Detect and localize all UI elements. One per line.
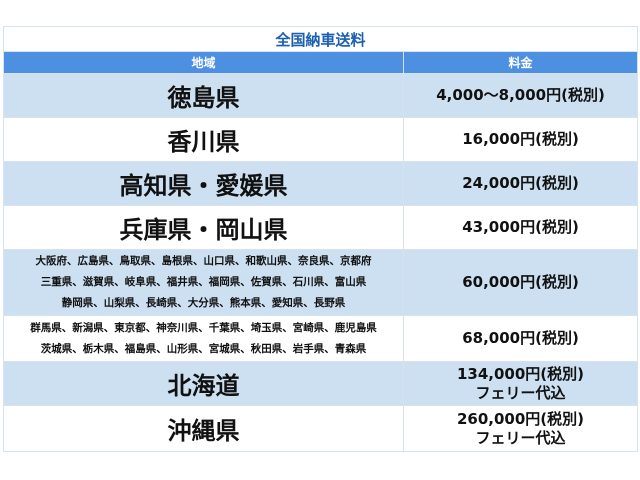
fee-cell: 43,000円(税別) xyxy=(402,205,639,250)
table-row: 香川県 16,000円(税別) xyxy=(3,117,639,162)
table-row: 北海道 134,000円(税別) フェリー代込 xyxy=(3,361,639,406)
region-cell: 高知県・愛媛県 xyxy=(3,161,404,206)
region-cell: 群馬県、新潟県、東京都、神奈川県、千葉県、埼玉県、宮崎県、鹿児島県 茨城県、栃木県… xyxy=(3,315,404,362)
fee-text: 134,000円(税別) xyxy=(456,364,585,383)
table-row: 高知県・愛媛県 24,000円(税別) xyxy=(3,161,639,206)
region-cell: 兵庫県・岡山県 xyxy=(3,205,404,250)
fee-text: 43,000円(税別) xyxy=(462,218,579,236)
region-text: 茨城県、栃木県、福島県、山形県、宮城県、秋田県、岩手県、青森県 xyxy=(40,342,367,355)
region-text: 徳島県 xyxy=(167,84,240,112)
fee-cell: 24,000円(税別) xyxy=(402,161,639,206)
region-text: 群馬県、新潟県、東京都、神奈川県、千葉県、埼玉県、宮崎県、鹿児島県 xyxy=(30,321,377,334)
fee-cell: 16,000円(税別) xyxy=(402,117,639,162)
fee-cell: 134,000円(税別) フェリー代込 xyxy=(402,361,639,406)
region-cell: 香川県 xyxy=(3,117,404,162)
region-text: 三重県、滋賀県、岐阜県、福井県、福岡県、佐賀県、石川県、富山県 xyxy=(40,276,367,288)
fee-text: 60,000円(税別) xyxy=(462,273,579,291)
fee-cell: 68,000円(税別) xyxy=(402,315,639,362)
region-text: 沖縄県 xyxy=(167,417,240,445)
table-row: 大阪府、広島県、鳥取県、島根県、山口県、和歌山県、奈良県、京都府 三重県、滋賀県、… xyxy=(3,249,639,316)
table-title-row: 全国納車送料 xyxy=(2,26,639,52)
fee-cell: 260,000円(税別) フェリー代込 xyxy=(402,405,639,452)
fee-text: 24,000円(税別) xyxy=(462,174,579,192)
fee-text: 16,000円(税別) xyxy=(462,130,579,148)
fee-text: 4,000～8,000円(税別) xyxy=(436,86,605,104)
fee-text: 260,000円(税別) xyxy=(456,409,585,428)
table-row: 兵庫県・岡山県 43,000円(税別) xyxy=(3,205,639,250)
region-text: 兵庫県・岡山県 xyxy=(119,216,288,244)
fee-text: 68,000円(税別) xyxy=(462,329,579,347)
header-region: 地域 xyxy=(3,51,404,74)
region-text: 北海道 xyxy=(167,372,240,400)
fee-text: フェリー代込 xyxy=(475,428,566,447)
table-title: 全国納車送料 xyxy=(2,26,639,52)
fee-cell: 4,000～8,000円(税別) xyxy=(402,73,639,118)
region-text: 大阪府、広島県、鳥取県、島根県、山口県、和歌山県、奈良県、京都府 xyxy=(35,255,372,267)
region-text: 静岡県、山梨県、長崎県、大分県、熊本県、愛知県、長野県 xyxy=(61,297,346,309)
region-cell: 大阪府、広島県、鳥取県、島根県、山口県、和歌山県、奈良県、京都府 三重県、滋賀県、… xyxy=(3,249,404,316)
table-row: 沖縄県 260,000円(税別) フェリー代込 xyxy=(3,405,639,452)
header-row: 地域 料金 xyxy=(3,51,639,74)
fee-text: フェリー代込 xyxy=(475,383,566,402)
region-cell: 沖縄県 xyxy=(3,405,404,452)
region-cell: 徳島県 xyxy=(3,73,404,118)
table-row: 群馬県、新潟県、東京都、神奈川県、千葉県、埼玉県、宮崎県、鹿児島県 茨城県、栃木県… xyxy=(3,315,639,362)
fee-cell: 60,000円(税別) xyxy=(402,249,639,316)
region-text: 香川県 xyxy=(167,128,240,156)
region-cell: 北海道 xyxy=(3,361,404,406)
shipping-fee-table: 全国納車送料 地域 料金 徳島県 4,000～8,000円(税別) 香川県 16,00… xyxy=(2,26,639,452)
header-fee: 料金 xyxy=(402,51,639,74)
region-text: 高知県・愛媛県 xyxy=(119,172,288,200)
table-row: 徳島県 4,000～8,000円(税別) xyxy=(3,73,639,118)
